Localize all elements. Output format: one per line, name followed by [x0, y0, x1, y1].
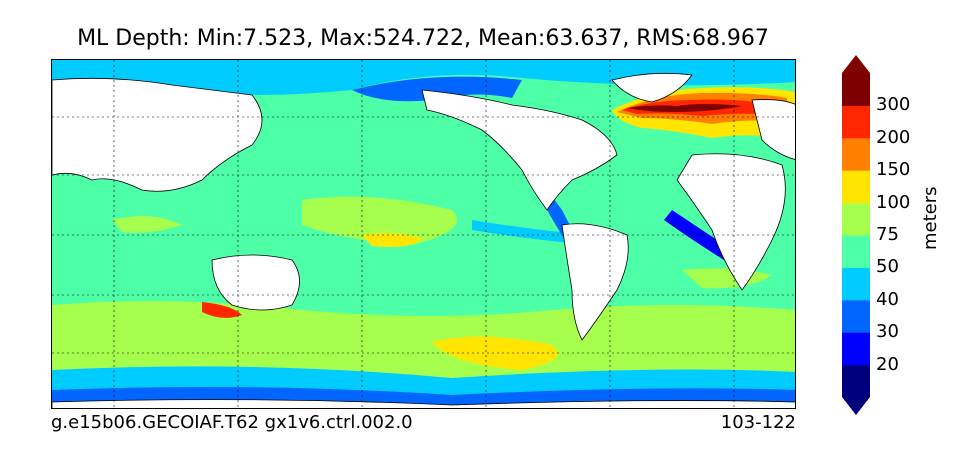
colorbar-segment — [842, 170, 870, 204]
map-gridlines — [52, 60, 795, 408]
colorbar-segment — [842, 137, 870, 171]
colorbar-segment — [842, 332, 870, 366]
colorbar-tick-label: 20 — [876, 353, 899, 375]
colorbar-tick-label: 100 — [876, 191, 911, 213]
colorbar-segment — [842, 105, 870, 139]
colorbar-tick-label: 40 — [876, 288, 899, 310]
colorbar-tick-label: 300 — [876, 94, 911, 116]
greenland-land — [611, 72, 693, 103]
arctic-deep-band — [352, 76, 522, 102]
colorbar-tick-label: 75 — [876, 224, 899, 245]
colorbar-segment — [842, 299, 870, 333]
colorbar — [842, 55, 870, 415]
australia-land — [211, 254, 300, 311]
colorbar-segment — [842, 73, 870, 106]
colorbar-tick-label: 50 — [876, 256, 899, 278]
south-america-land — [561, 223, 629, 341]
europe-land — [751, 99, 795, 160]
colorbar-extend-min — [842, 397, 870, 415]
units-label: meters — [920, 186, 941, 250]
colorbar-segment — [842, 364, 870, 398]
ocean-map — [51, 59, 796, 409]
colorbar-tick-label: 150 — [876, 159, 911, 181]
south-australia-200 — [202, 302, 242, 318]
colorbar-segment — [842, 235, 870, 268]
colorbar-tick-label: 200 — [876, 126, 911, 148]
north-america-land — [421, 89, 618, 211]
north-atlantic-300 — [627, 104, 742, 112]
africa-land — [676, 153, 786, 291]
equatorial-pacific-50 — [472, 220, 592, 245]
asia-land — [52, 77, 263, 192]
map-canvas — [52, 60, 795, 408]
southern-100-pacific — [432, 336, 558, 370]
colorbar-segment — [842, 267, 870, 301]
north-pacific-100 — [362, 233, 422, 247]
indian-ocean-75 — [112, 216, 182, 233]
north-pacific-75 — [302, 196, 457, 245]
case-name: g.e15b06.GECOIAF.T62 gx1v6.ctrl.002.0 — [51, 412, 413, 433]
colorbar-extend-max — [842, 55, 870, 73]
colorbar-tick-label: 30 — [876, 321, 899, 343]
year-range: 103-122 — [720, 412, 796, 433]
colorbar-segment — [842, 202, 870, 236]
plot-title: ML Depth: Min:7.523, Max:524.722, Mean:6… — [77, 26, 769, 51]
